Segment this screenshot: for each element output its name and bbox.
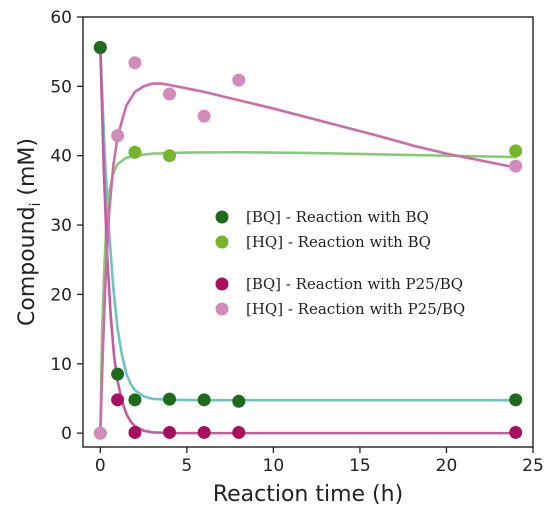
y-tick-label: 40 <box>50 147 72 167</box>
data-point-series-1 <box>163 149 177 163</box>
x-tick-label: 0 <box>95 456 106 476</box>
data-point-series-3 <box>111 129 125 143</box>
legend-label-bq-p25: [BQ] - Reaction with P25/BQ <box>246 275 463 293</box>
data-point-series-0 <box>111 367 125 381</box>
legend-label-hq-bq: [HQ] - Reaction with BQ <box>246 233 431 251</box>
x-tick-label: 20 <box>436 456 458 476</box>
legend: [BQ] - Reaction with BQ [HQ] - Reaction … <box>215 208 465 318</box>
legend-label-hq-p25: [HQ] - Reaction with P25/BQ <box>246 300 465 318</box>
legend-label-bq-bq: [BQ] - Reaction with BQ <box>246 208 429 226</box>
plot-frame <box>82 16 534 448</box>
data-point-series-0 <box>197 393 211 407</box>
data-point-series-0 <box>93 41 107 55</box>
x-tick-label: 15 <box>349 456 371 476</box>
y-tick-label: 0 <box>61 424 72 444</box>
fit-line-series-3 <box>99 82 517 435</box>
data-point-series-0 <box>232 394 246 408</box>
y-tick-label: 60 <box>50 8 72 28</box>
y-tick-label: 20 <box>50 285 72 305</box>
data-point-series-2 <box>197 425 211 439</box>
axis-ticks: 0 5 10 15 20 25 0 10 20 30 40 50 60 <box>50 8 543 476</box>
x-tick-label: 10 <box>263 456 285 476</box>
legend-marker-bq-bq <box>215 210 229 224</box>
data-point-series-2 <box>163 425 177 439</box>
x-tick-label: 25 <box>522 456 544 476</box>
data-point-series-3 <box>93 426 107 440</box>
data-point-series-0 <box>163 392 177 406</box>
data-point-series-3 <box>232 73 246 87</box>
data-point-series-0 <box>509 393 523 407</box>
y-tick-label: 30 <box>50 216 72 236</box>
x-axis-label: Reaction time (h) <box>213 482 403 507</box>
y-axis-label-main: Compound <box>15 206 40 326</box>
y-axis-label-subscript: i <box>28 203 44 207</box>
y-tick-label: 10 <box>50 355 72 375</box>
y-tick-label: 50 <box>50 77 72 97</box>
y-axis-label-unit: (mM) <box>15 138 40 203</box>
fit-line-series-2 <box>99 46 517 435</box>
data-point-series-1 <box>509 144 523 158</box>
y-axis-label: Compoundi (mM) <box>15 138 44 326</box>
legend-marker-hq-p25 <box>215 302 229 316</box>
data-point-series-3 <box>509 159 523 173</box>
data-point-series-3 <box>197 109 211 123</box>
data-point-series-1 <box>128 145 142 159</box>
data-point-series-2 <box>232 425 246 439</box>
legend-marker-hq-bq <box>215 235 229 249</box>
data-point-series-3 <box>128 56 142 70</box>
plot-area <box>93 41 523 440</box>
data-point-series-2 <box>111 393 125 407</box>
data-point-series-3 <box>163 87 177 101</box>
legend-marker-bq-p25 <box>215 277 229 291</box>
data-point-series-2 <box>509 425 523 439</box>
data-point-series-2 <box>128 425 142 439</box>
x-tick-label: 5 <box>181 456 192 476</box>
data-point-series-0 <box>128 393 142 407</box>
